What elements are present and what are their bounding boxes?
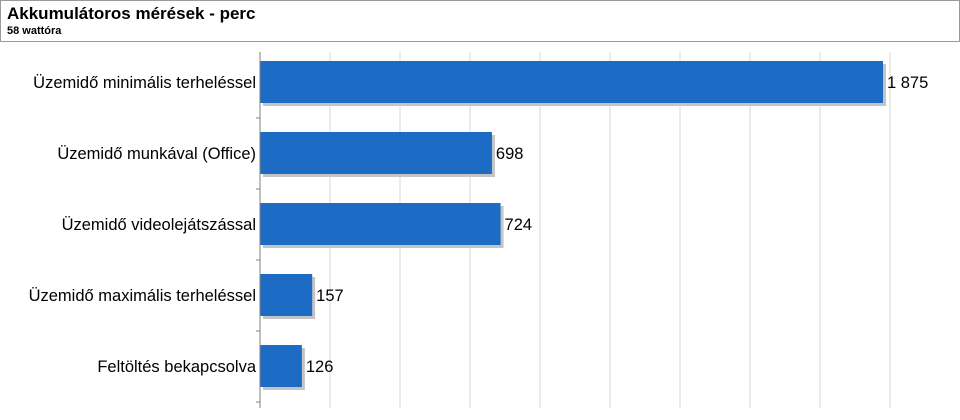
bar-1	[260, 61, 883, 103]
data-label-3: 724	[505, 216, 533, 234]
chart-svg: Üzemidő minimális terheléssel 1 875 Üzemid…	[29, 52, 929, 408]
data-label-4: 157	[316, 287, 344, 305]
data-label-1: 1 875	[887, 74, 928, 92]
category-label-5: Feltöltés bekapcsolva	[97, 358, 256, 376]
data-label-5: 126	[306, 358, 334, 376]
labels: Üzemidő minimális terheléssel 1 875 Üzemid…	[29, 74, 929, 376]
bar-3	[260, 203, 501, 245]
chart-title: Akkumulátoros mérések - perc	[7, 4, 256, 23]
bar-4	[260, 274, 313, 316]
chart-header: Akkumulátoros mérések - perc 58 wattóra	[0, 0, 960, 42]
category-label-3: Üzemidő videolejátszással	[62, 216, 256, 234]
axis	[256, 52, 261, 408]
gridlines	[329, 52, 891, 408]
data-label-2: 698	[496, 145, 524, 163]
bar-5	[260, 345, 302, 387]
bars	[260, 61, 886, 390]
category-label-4: Üzemidő maximális terheléssel	[29, 287, 256, 305]
category-label-1: Üzemidő minimális terheléssel	[33, 74, 256, 92]
bar-2	[260, 132, 492, 174]
chart-subtitle: 58 wattóra	[7, 25, 62, 37]
category-label-2: Üzemidő munkával (Office)	[57, 145, 256, 163]
bar-chart: Üzemidő minimális terheléssel 1 875 Üzemid…	[0, 48, 960, 420]
